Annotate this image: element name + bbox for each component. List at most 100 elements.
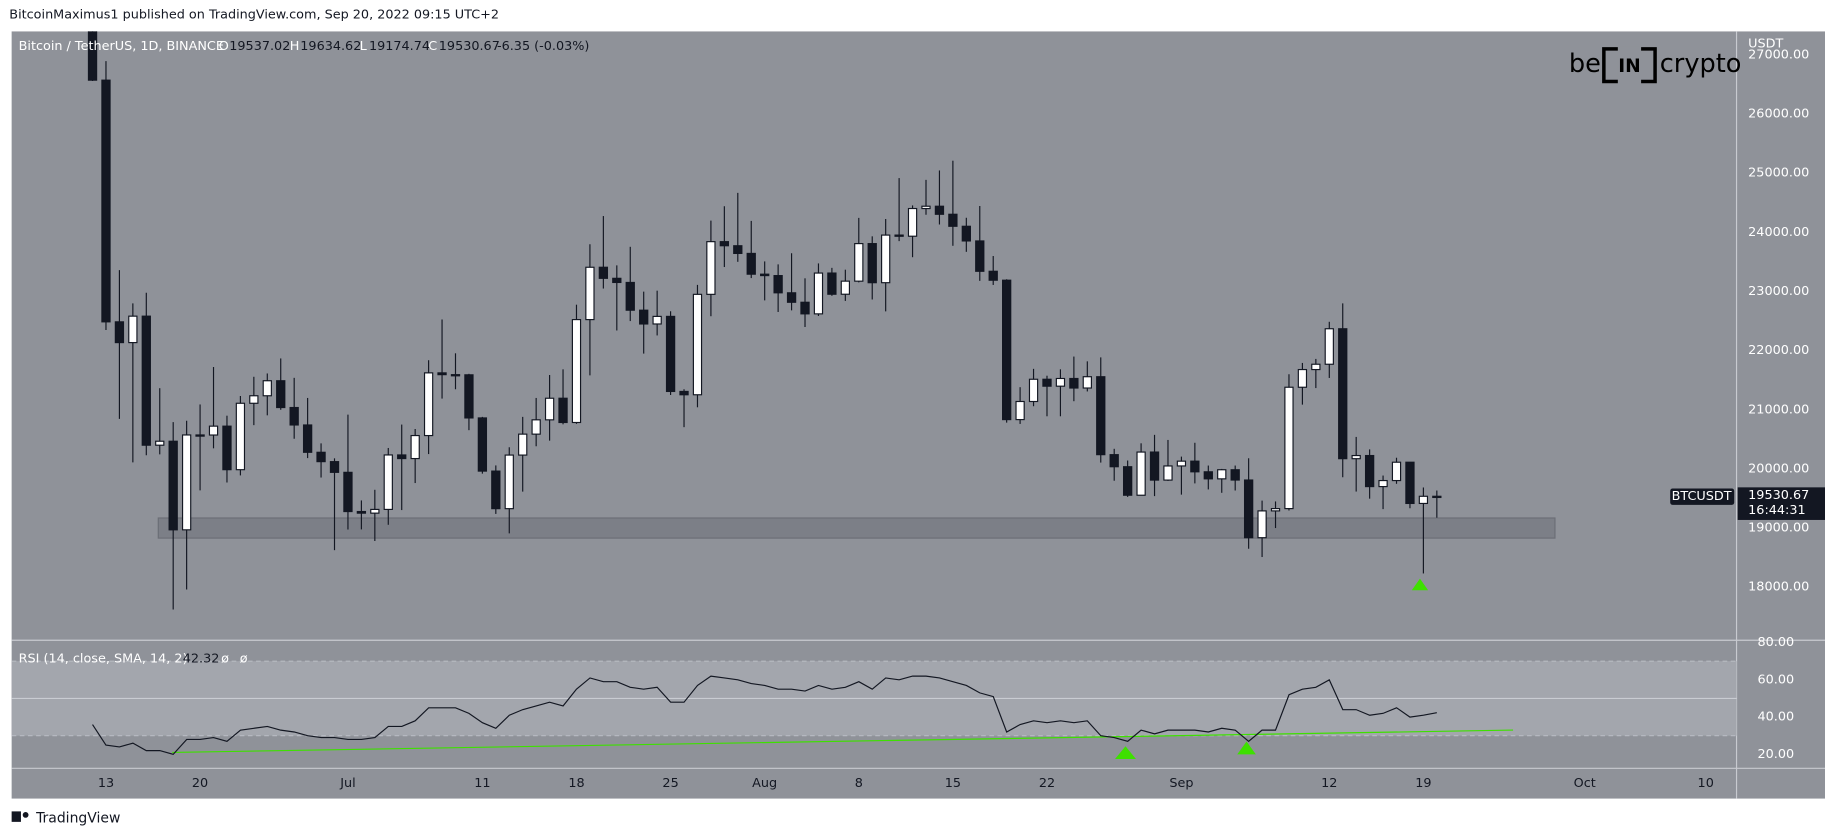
candle-body bbox=[101, 79, 111, 323]
candle-body bbox=[491, 470, 501, 510]
x-tick-label: 11 bbox=[474, 776, 490, 791]
candle-body bbox=[249, 395, 259, 404]
rsi-pane bbox=[11, 660, 1737, 756]
candle-body bbox=[181, 434, 192, 531]
candle-body bbox=[571, 319, 582, 424]
candle-body bbox=[1109, 454, 1119, 468]
candle-body bbox=[1270, 508, 1281, 512]
candle-body bbox=[397, 454, 407, 460]
candle-body bbox=[1149, 451, 1160, 481]
candle-body bbox=[558, 397, 568, 424]
x-tick-label: 19 bbox=[1415, 776, 1431, 791]
candle-body bbox=[1243, 479, 1254, 539]
candle-body bbox=[1391, 461, 1402, 482]
candle-body bbox=[370, 508, 380, 514]
x-tick-label: 15 bbox=[945, 776, 961, 791]
candle-body bbox=[1136, 451, 1146, 496]
x-tick-label: 13 bbox=[98, 776, 114, 791]
x-tick-label: Aug bbox=[752, 776, 777, 791]
candle-body bbox=[1002, 279, 1012, 421]
symbol-box bbox=[1670, 488, 1735, 505]
candle-body bbox=[1028, 378, 1039, 403]
candle-body bbox=[1096, 376, 1106, 456]
legend-key: H bbox=[290, 39, 300, 54]
candle-body bbox=[531, 419, 541, 435]
symbol-title: Bitcoin / TetherUS, 1D, BINANCE bbox=[19, 39, 224, 54]
candle-body bbox=[383, 454, 393, 510]
legend-key: L bbox=[360, 39, 368, 54]
candle-body bbox=[155, 440, 165, 446]
candle-body bbox=[1338, 328, 1348, 460]
rsi-flag: ø bbox=[221, 651, 229, 666]
logo: be IN crypto bbox=[1569, 46, 1741, 84]
candle-body bbox=[1364, 454, 1375, 488]
publisher: BitcoinMaximus1 published on TradingView… bbox=[9, 8, 499, 23]
footer-logo: TradingView bbox=[11, 810, 120, 826]
legend-value: 19537.02 bbox=[229, 39, 290, 54]
rsi-value: 42.32 bbox=[183, 651, 220, 666]
rsi-flag: ø bbox=[240, 651, 248, 666]
candle-body bbox=[235, 402, 246, 471]
candle-body bbox=[585, 266, 595, 321]
candle-body bbox=[894, 234, 904, 237]
x-tick-label: 20 bbox=[192, 776, 208, 791]
candle-body bbox=[692, 293, 703, 396]
y-tick-label: 27000.00 bbox=[1748, 47, 1809, 62]
x-tick-label: Sep bbox=[1169, 776, 1193, 791]
candle-body bbox=[840, 280, 850, 295]
candle-body bbox=[961, 225, 971, 242]
candle-body bbox=[518, 433, 528, 456]
candle-body bbox=[423, 372, 434, 437]
candle-body bbox=[652, 315, 662, 325]
candle-body bbox=[1176, 460, 1187, 467]
candle-body bbox=[302, 424, 313, 453]
candle-body bbox=[410, 434, 420, 460]
x-tick-label: 22 bbox=[1039, 776, 1055, 791]
candle-body bbox=[598, 266, 609, 279]
candle-body bbox=[168, 440, 178, 531]
rsi-tick-label: 60.00 bbox=[1757, 672, 1794, 687]
x-tick-label: 12 bbox=[1321, 776, 1337, 791]
candle-body bbox=[1015, 400, 1025, 421]
legend-change: -6.35 (-0.03%) bbox=[497, 39, 589, 54]
arrow-marker bbox=[1115, 746, 1136, 760]
candle-body bbox=[639, 309, 649, 325]
x-tick-label: 25 bbox=[662, 776, 678, 791]
candle-body bbox=[1284, 386, 1294, 510]
x-tick-label: 10 bbox=[1698, 776, 1714, 791]
candle-body bbox=[1042, 378, 1052, 387]
candle-body bbox=[1432, 495, 1442, 499]
x-tick-label: Oct bbox=[1574, 776, 1596, 791]
candle-body bbox=[1230, 469, 1240, 481]
x-tick-label: 8 bbox=[855, 776, 863, 791]
candle-body bbox=[1324, 328, 1334, 365]
candle-body bbox=[195, 434, 205, 437]
rsi-line bbox=[92, 675, 1437, 756]
logo-text: be bbox=[1569, 49, 1601, 79]
candle-body bbox=[450, 374, 461, 377]
candle-body bbox=[934, 205, 945, 215]
rsi-tick-label: 20.00 bbox=[1757, 747, 1794, 762]
rsi-tick-label: 80.00 bbox=[1757, 635, 1794, 650]
candle-body bbox=[1418, 495, 1429, 505]
candle-body bbox=[679, 390, 689, 396]
logo-text: IN bbox=[1618, 56, 1640, 77]
candle-body bbox=[128, 315, 138, 344]
candle-body bbox=[141, 315, 151, 446]
candle-body bbox=[988, 270, 998, 281]
candle-body bbox=[114, 321, 125, 344]
candle-body bbox=[786, 292, 797, 303]
y-tick-label: 25000.00 bbox=[1748, 166, 1809, 181]
candle-body bbox=[208, 425, 219, 436]
symbol-label: BTCUSDT bbox=[1672, 489, 1732, 504]
candle-body bbox=[1405, 461, 1415, 505]
candle-body bbox=[356, 510, 367, 514]
candle-body bbox=[746, 252, 756, 275]
candle-body bbox=[625, 281, 635, 311]
candle-body bbox=[921, 205, 931, 210]
candle-body bbox=[464, 374, 474, 419]
y-tick-label: 26000.00 bbox=[1748, 107, 1809, 122]
candle-body bbox=[1069, 377, 1079, 389]
candle-body bbox=[1082, 376, 1092, 389]
